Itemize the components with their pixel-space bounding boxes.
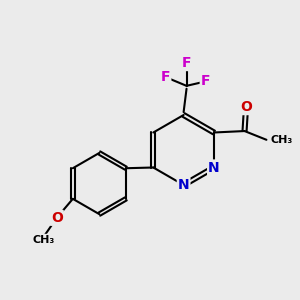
- Text: F: F: [201, 74, 210, 88]
- Text: CH₃: CH₃: [271, 135, 293, 145]
- Text: CH₃: CH₃: [32, 235, 55, 245]
- Text: F: F: [182, 56, 191, 70]
- Text: F: F: [161, 70, 170, 84]
- Text: N: N: [208, 160, 220, 175]
- Text: O: O: [51, 211, 63, 225]
- Text: O: O: [240, 100, 252, 114]
- Text: N: N: [178, 178, 189, 192]
